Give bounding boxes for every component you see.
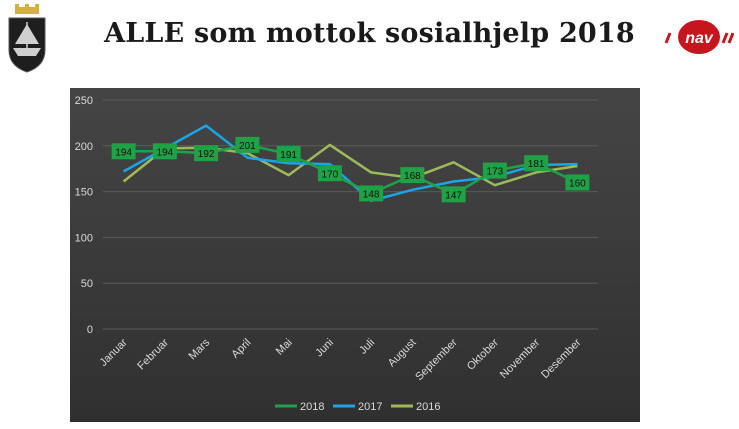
data-label-box — [194, 145, 219, 162]
page-title: ALLE som mottok sosialhjelp 2018 — [104, 18, 635, 49]
data-label-text: 194 — [157, 147, 174, 158]
data-label-box — [111, 143, 136, 160]
municipal-crest-logo — [8, 4, 46, 73]
data-label: 168 — [400, 167, 425, 184]
data-label-text: 173 — [487, 167, 504, 178]
data-label-text: 160 — [569, 178, 586, 189]
data-label: 194 — [152, 143, 177, 160]
data-label-text: 147 — [445, 190, 462, 201]
nav-logo-text: nav — [685, 30, 714, 47]
legend-item-2018: 2018 — [275, 401, 324, 413]
line-chart: 0 50 100 150 200 250 Januar Februar Mars April Ma… — [70, 88, 640, 422]
data-label-box — [441, 186, 466, 203]
data-label-box — [359, 185, 384, 202]
data-label-box — [235, 136, 260, 153]
data-label: 194 — [111, 143, 136, 160]
data-label-box — [276, 146, 301, 163]
data-label: 181 — [524, 155, 549, 172]
legend-label: 2018 — [300, 401, 324, 413]
y-tick-label: 50 — [81, 278, 93, 290]
crown-icon — [15, 7, 39, 14]
legend-label: 2017 — [358, 401, 382, 413]
y-tick-label: 100 — [75, 232, 93, 244]
data-label: 160 — [565, 174, 590, 191]
data-label-text: 201 — [239, 141, 256, 152]
data-label-text: 168 — [404, 171, 421, 182]
legend-label: 2016 — [416, 401, 440, 413]
data-label: 201 — [235, 136, 260, 153]
data-label-box — [317, 165, 342, 182]
data-label: 192 — [194, 145, 219, 162]
data-label-text: 170 — [322, 169, 339, 180]
y-tick-label: 200 — [75, 141, 93, 153]
data-label-box — [524, 155, 549, 172]
data-label-text: 148 — [363, 189, 380, 200]
data-label-box — [400, 167, 425, 184]
data-label-text: 192 — [198, 149, 215, 160]
data-label-text: 194 — [115, 147, 132, 158]
nav-logo: nav — [664, 20, 734, 54]
data-label-box — [152, 143, 177, 160]
y-tick-label: 0 — [87, 324, 93, 336]
y-tick-label: 150 — [75, 187, 93, 199]
data-label: 170 — [317, 165, 342, 182]
legend-item-2017: 2017 — [333, 401, 382, 413]
data-label-text: 181 — [528, 159, 545, 170]
data-label-box — [482, 162, 507, 179]
legend-item-2016: 2016 — [391, 401, 440, 413]
data-label-text: 191 — [280, 150, 297, 161]
y-tick-label: 250 — [75, 95, 93, 107]
data-label: 191 — [276, 146, 301, 163]
data-label: 173 — [482, 162, 507, 179]
data-label-box — [565, 174, 590, 191]
data-label: 147 — [441, 186, 466, 203]
data-label: 148 — [359, 185, 384, 202]
